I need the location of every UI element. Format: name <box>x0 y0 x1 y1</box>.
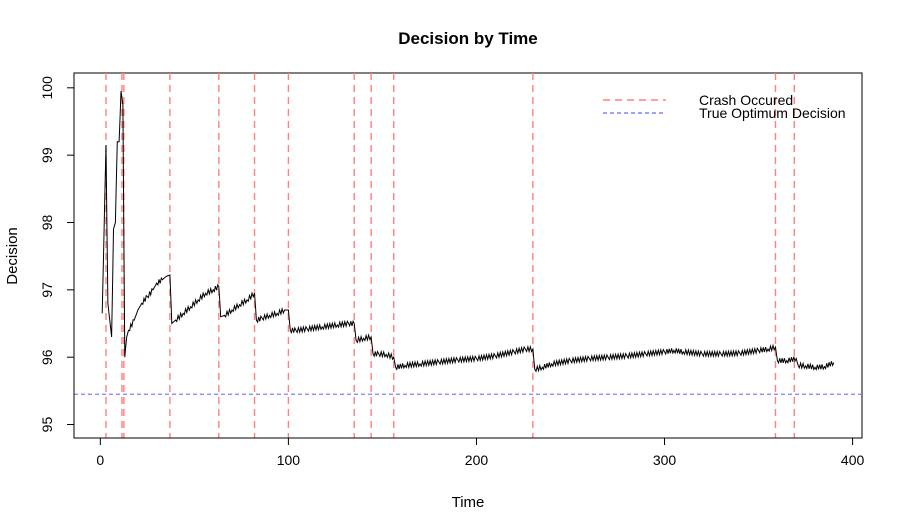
y-tick-label-99: 99 <box>39 147 55 163</box>
x-tick-label-0: 0 <box>96 452 104 468</box>
crash-lines-group <box>105 73 795 438</box>
y-axis: 95 96 97 98 99 100 <box>39 76 75 433</box>
y-tick-label-98: 98 <box>39 215 55 231</box>
x-tick-label-100: 100 <box>277 452 301 468</box>
legend: Crash Occured True Optimum Decision <box>603 92 846 121</box>
chart-title: Decision by Time <box>398 29 538 48</box>
x-tick-label-200: 200 <box>465 452 489 468</box>
legend-optimum-label: True Optimum Decision <box>699 105 846 121</box>
legend-crash-label: Crash Occured <box>699 92 793 108</box>
x-axis: 0 100 200 300 400 <box>96 437 865 468</box>
x-axis-label: Time <box>452 494 485 511</box>
y-tick-label-95: 95 <box>39 417 55 433</box>
y-axis-label: Decision <box>4 227 21 285</box>
y-tick-label-97: 97 <box>39 282 55 298</box>
y-tick-label-96: 96 <box>39 349 55 365</box>
plot-frame <box>73 72 863 439</box>
decision-series-line <box>101 91 835 373</box>
y-tick-label-100: 100 <box>39 76 55 100</box>
x-tick-label-300: 300 <box>653 452 677 468</box>
x-tick-label-400: 400 <box>841 452 865 468</box>
